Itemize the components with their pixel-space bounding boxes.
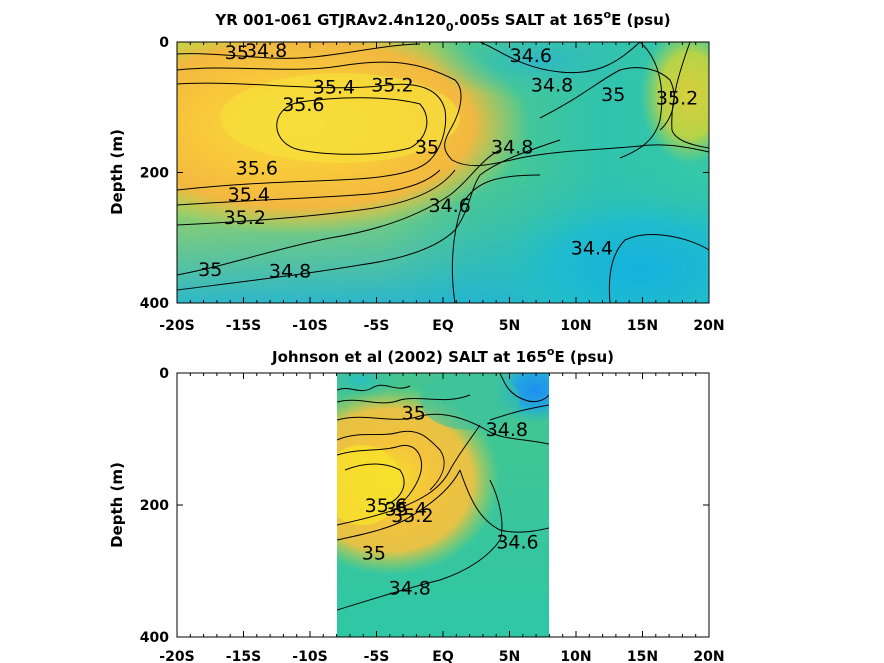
- y-tick-label: 0: [159, 35, 169, 51]
- contour-label: 34.8: [491, 136, 533, 158]
- contour-label: 35.4: [228, 184, 270, 206]
- contour-label: 35: [601, 84, 625, 106]
- x-tick-label: -10S: [292, 649, 327, 663]
- contour-label: 34.8: [269, 260, 311, 282]
- contour-label: 35: [225, 42, 249, 64]
- contour-label: 34.8: [389, 578, 431, 600]
- y-tick-label: 200: [140, 498, 169, 514]
- x-tick-label: 5N: [499, 318, 520, 334]
- contour-label: 35.6: [236, 157, 278, 179]
- panel-2-field: [337, 373, 549, 637]
- contour-label: 34.8: [486, 419, 528, 441]
- contour-label: 35: [402, 403, 426, 425]
- y-tick-label: 400: [140, 630, 169, 646]
- contour-label: 35: [198, 259, 222, 281]
- x-tick-label: 15N: [627, 649, 658, 663]
- contour-label: 35.6: [282, 94, 324, 116]
- x-tick-label: -20S: [159, 318, 194, 334]
- contour-label: 34.8: [531, 74, 573, 96]
- contour-label: 35.6: [365, 495, 407, 517]
- contour-label: 34.6: [496, 531, 538, 553]
- contour-label: 35: [415, 136, 439, 158]
- x-tick-label: -5S: [364, 649, 390, 663]
- panel-1-ylabel: Depth (m): [108, 129, 126, 215]
- x-tick-label: -15S: [226, 318, 261, 334]
- x-tick-label: -5S: [364, 318, 390, 334]
- x-tick-label: 20N: [693, 649, 724, 663]
- contour-label: 35.2: [391, 505, 433, 527]
- x-tick-label: 15N: [627, 318, 658, 334]
- contour-label: 34.6: [428, 195, 470, 217]
- y-tick-label: 0: [159, 366, 169, 382]
- contour-label: 35.4: [385, 498, 427, 520]
- x-tick-label: EQ: [432, 649, 454, 663]
- panel-1: YR 001-061 GTJRAv2.4n1200.005s SALT at 1…: [108, 8, 725, 334]
- contour-label: 35.2: [656, 87, 698, 109]
- x-tick-label: 5N: [499, 649, 520, 663]
- contour-label: 34.6: [510, 45, 552, 67]
- x-tick-label: 20N: [693, 318, 724, 334]
- x-tick-label: -10S: [292, 318, 327, 334]
- panel-2-ylabel: Depth (m): [108, 462, 126, 548]
- contour-label: 34.8: [245, 40, 287, 62]
- contour-label: 35.2: [371, 74, 413, 96]
- x-tick-label: 10N: [560, 649, 591, 663]
- x-tick-label: 10N: [560, 318, 591, 334]
- x-tick-label: -15S: [226, 649, 261, 663]
- panel-1-field: [177, 42, 709, 303]
- x-tick-label: EQ: [432, 318, 454, 334]
- panel-2-ticks: -20S -15S -10S -5S EQ 5N 10N 15N 20N 0 200 400: [140, 366, 725, 663]
- contour-label: 35: [362, 543, 386, 565]
- y-tick-label: 400: [140, 296, 169, 312]
- contour-label: 35.2: [224, 207, 266, 229]
- panel-2-title: Johnson et al (2002) SALT at 165oE (psu): [271, 345, 614, 366]
- panel-1-title: YR 001-061 GTJRAv2.4n1200.005s SALT at 1…: [214, 8, 670, 34]
- panel-2: Johnson et al (2002) SALT at 165oE (psu)…: [108, 345, 725, 663]
- x-tick-label: -20S: [159, 649, 194, 663]
- contour-label: 34.4: [571, 238, 613, 260]
- panel-1-ticks: -20S -15S -10S -5S EQ 5N 10N 15N 20N 0 200 400: [140, 35, 725, 334]
- contour-label: 35.4: [313, 76, 355, 98]
- y-tick-label: 200: [140, 166, 169, 182]
